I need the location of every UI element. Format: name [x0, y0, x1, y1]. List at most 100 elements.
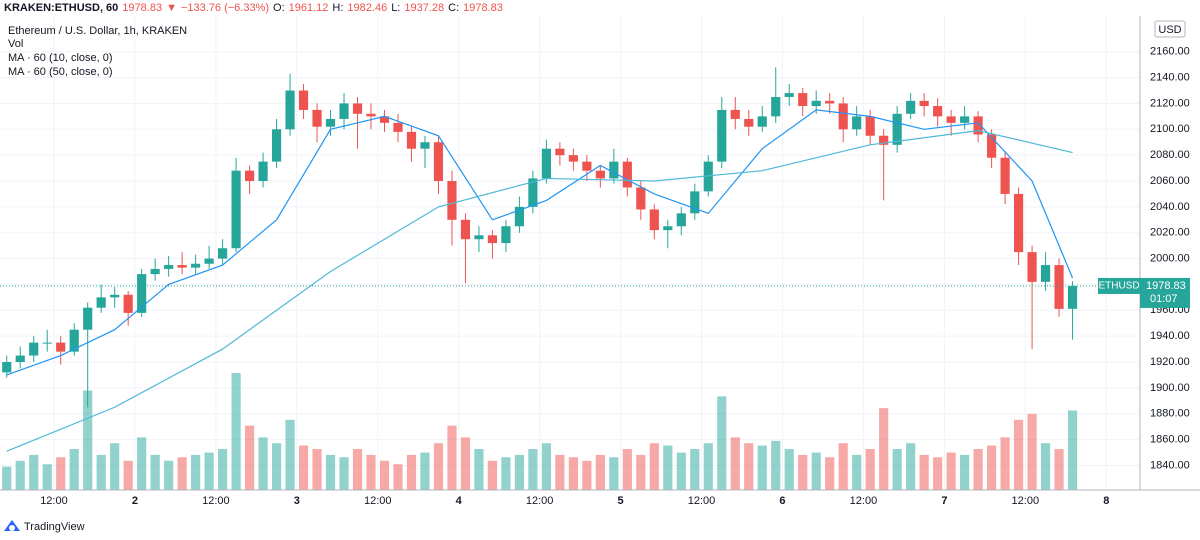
candle-body: [137, 274, 147, 313]
volume-bar: [1000, 437, 1010, 490]
volume-bar: [960, 454, 970, 490]
currency-box[interactable]: [1154, 20, 1186, 38]
x-tick-label: 12:00: [850, 495, 878, 507]
volume-bar: [447, 425, 457, 490]
volume-bar: [501, 457, 511, 490]
candle-body: [582, 161, 592, 171]
change: −133.76 (−6.33%): [180, 2, 270, 14]
candle-body: [406, 131, 417, 149]
volume-bar: [460, 437, 471, 490]
volume-bar: [946, 452, 956, 490]
candle-body: [865, 116, 875, 136]
candle-body: [325, 118, 336, 127]
candle-body: [379, 116, 390, 123]
volume-bar: [15, 460, 25, 490]
candle-body: [798, 93, 808, 107]
volume-bar: [56, 457, 66, 490]
candle-body: [528, 178, 538, 207]
candle-body: [987, 134, 997, 158]
volume-bar: [514, 454, 524, 490]
candle-body: [271, 129, 282, 162]
y-tick-label: 2020.00: [1150, 227, 1190, 239]
volume-bar: [137, 437, 147, 490]
volume-bar: [811, 452, 821, 490]
candle-body: [609, 161, 619, 179]
currency: USD: [1158, 24, 1181, 36]
volume-bar: [339, 457, 349, 490]
candle-body: [164, 265, 174, 269]
candle-body: [879, 135, 889, 145]
candle-body: [946, 116, 956, 123]
volume-bar: [568, 457, 578, 490]
candle-body: [487, 235, 498, 244]
candle-body: [420, 142, 430, 149]
volume-bar: [555, 454, 565, 490]
volume-bar: [825, 457, 835, 490]
x-tick-label: 12:00: [364, 495, 392, 507]
volume-bar: [906, 443, 916, 490]
candle-body: [29, 342, 39, 356]
candle-body: [744, 118, 754, 127]
candle-body: [690, 191, 700, 214]
x-tick-label: 4: [456, 495, 463, 507]
volume-bar: [420, 452, 430, 490]
volume-bar: [703, 443, 713, 490]
ma-legend: MA · 60 (50, close, 0): [8, 66, 113, 78]
y-tick-label: 1940.00: [1150, 330, 1190, 342]
y-tick-label: 1860.00: [1150, 433, 1190, 445]
c-label: C:: [448, 2, 460, 14]
y-tick-label: 1920.00: [1150, 356, 1190, 368]
volume-bar: [164, 460, 174, 490]
candle-body: [1013, 193, 1024, 253]
volume-bar: [919, 454, 929, 490]
o-label: O:: [273, 2, 285, 14]
candle-body: [838, 103, 848, 130]
volume-bar: [865, 449, 875, 490]
candle-body: [1054, 265, 1064, 309]
candle-body: [258, 161, 268, 182]
candle-body: [973, 116, 983, 135]
candle-body: [447, 181, 457, 220]
volume-bar: [110, 443, 120, 490]
candle-body: [298, 90, 309, 110]
volume-bar: [325, 454, 336, 490]
candle-body: [892, 113, 902, 145]
candle-body: [191, 263, 201, 268]
candle-body: [663, 226, 673, 231]
chart-title: Ethereum / U.S. Dollar, 1h, KRAKEN: [8, 25, 187, 37]
volume-bar: [1040, 443, 1051, 490]
volume-bar: [730, 437, 740, 490]
volume-bar: [298, 445, 309, 490]
y-tick-label: 2120.00: [1150, 97, 1190, 109]
candle-body: [96, 297, 106, 308]
volume-bar: [366, 454, 376, 490]
volume-bar: [582, 460, 592, 490]
volume-bar: [83, 390, 93, 490]
volume-bar: [352, 449, 363, 490]
candle-body: [703, 161, 713, 192]
y-tick-label: 2140.00: [1150, 71, 1190, 83]
x-tick-label: 12:00: [202, 495, 230, 507]
y-tick-label: 2060.00: [1150, 175, 1190, 187]
candle-body: [69, 329, 79, 352]
candle-body: [366, 113, 376, 117]
volume-bar: [231, 373, 241, 490]
vol-legend: Vol: [8, 38, 23, 50]
candle-body: [231, 170, 241, 249]
volume-bar: [258, 437, 268, 490]
brand-logo: [4, 520, 20, 531]
x-tick-label: 3: [294, 495, 300, 507]
volume-bar: [798, 454, 808, 490]
y-tick-label: 2080.00: [1150, 149, 1190, 161]
volume-bar: [1067, 410, 1078, 490]
volume-bar: [892, 449, 902, 490]
volume-bar: [744, 443, 754, 490]
candle-body: [474, 235, 484, 240]
c-value: 1978.83: [463, 2, 503, 14]
volume-bar: [717, 396, 727, 490]
candle-body: [1000, 157, 1010, 194]
volume-bar: [879, 408, 889, 490]
volume-bar: [285, 419, 295, 490]
candle-body: [906, 100, 916, 114]
